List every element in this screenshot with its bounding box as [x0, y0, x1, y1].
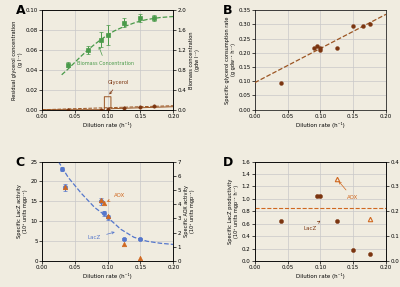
Text: LacZ: LacZ	[88, 232, 114, 240]
Text: LacZ: LacZ	[304, 221, 320, 231]
Text: AOX: AOX	[339, 182, 358, 200]
Y-axis label: Specific LacZ productivity
(10³ units mgp⁻¹ h⁻¹): Specific LacZ productivity (10³ units mg…	[228, 179, 239, 244]
X-axis label: Dilution rate (h⁻¹): Dilution rate (h⁻¹)	[296, 273, 345, 279]
Y-axis label: Specific AOX activity
(10³ units mgp⁻¹): Specific AOX activity (10³ units mgp⁻¹)	[184, 185, 194, 237]
X-axis label: Dilution rate (h⁻¹): Dilution rate (h⁻¹)	[83, 273, 132, 279]
Y-axis label: Residual glycerol concentration
(g l⁻¹): Residual glycerol concentration (g l⁻¹)	[12, 20, 23, 100]
X-axis label: Dilution rate (h⁻¹): Dilution rate (h⁻¹)	[83, 122, 132, 128]
Text: Glycerol: Glycerol	[108, 80, 129, 94]
Y-axis label: Specific glycerol consumption rate
(g gdw⁻¹ h⁻¹): Specific glycerol consumption rate (g gd…	[225, 16, 236, 104]
Text: B: B	[223, 4, 233, 17]
Y-axis label: Biomass concentration
(gdw l⁻¹): Biomass concentration (gdw l⁻¹)	[189, 31, 200, 89]
Text: A: A	[16, 4, 25, 17]
Y-axis label: Specific LacZ activity
(10³ units mgp⁻¹): Specific LacZ activity (10³ units mgp⁻¹)	[17, 185, 28, 238]
X-axis label: Dilution rate (h⁻¹): Dilution rate (h⁻¹)	[296, 122, 345, 128]
Text: Biomass Concentration: Biomass Concentration	[77, 47, 134, 66]
Text: D: D	[223, 156, 234, 168]
Text: C: C	[16, 156, 25, 168]
Text: AOX: AOX	[108, 193, 126, 201]
